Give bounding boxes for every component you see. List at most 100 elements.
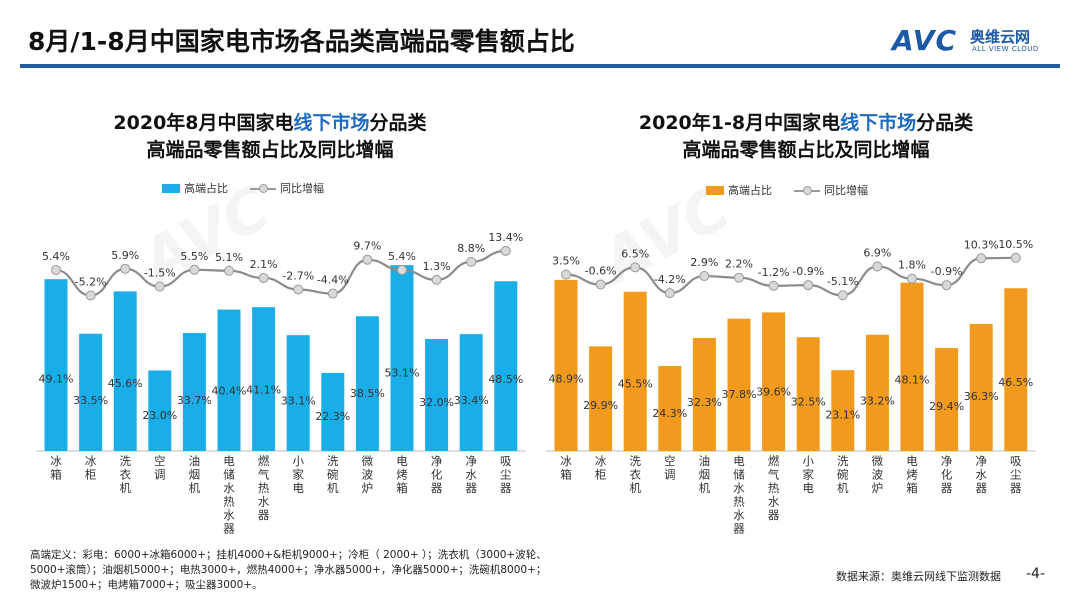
growth-point xyxy=(664,288,675,299)
growth-label: 5.4% xyxy=(388,250,416,263)
bar-value-label: 32.0% xyxy=(419,396,454,409)
growth-point xyxy=(734,272,744,283)
chart-title-highlight: 线下市场 xyxy=(840,112,917,134)
chart-subtitle: 高端品零售额占比及同比增幅 xyxy=(146,139,394,161)
category-label: 冰柜 xyxy=(595,454,607,482)
bar xyxy=(355,316,379,451)
chart-title-prefix: 2020年8月中国家电 xyxy=(113,112,294,134)
bar-value-label: 33.5% xyxy=(73,394,108,407)
growth-point xyxy=(907,273,917,284)
legend-line-label: 同比增幅 xyxy=(280,182,324,195)
bar xyxy=(658,365,682,451)
growth-label: 2.9% xyxy=(690,256,718,269)
growth-label: 8.8% xyxy=(457,242,485,255)
bar-value-label: 33.4% xyxy=(454,394,489,407)
category-label: 电烤箱 xyxy=(906,454,918,495)
growth-label: -0.6% xyxy=(585,264,617,277)
chart-title-suffix: 分品类 xyxy=(916,112,974,134)
avc-logo: AVC 奥维云网 ALL VIEW CLOUD xyxy=(892,24,1062,58)
bar-value-label: 53.1% xyxy=(385,367,420,380)
bar-value-label: 23.0% xyxy=(142,409,177,422)
chart-august: 5.4% -5.2% 5.9% -1.5% 5.5% 5.1% 2.1% -2.7% -4.4%… xyxy=(36,231,526,536)
category-label: 空调 xyxy=(664,454,676,482)
growth-label: -0.9% xyxy=(792,265,824,278)
bar xyxy=(762,312,786,451)
bar-value-label: 33.7% xyxy=(177,394,212,407)
chart-title-august: 2020年8月中国家电线下市场分品类 高端品零售额占比及同比增幅 xyxy=(20,110,520,164)
bar-value-label: 24.3% xyxy=(652,407,687,420)
category-label: 电储水热水器 xyxy=(223,454,235,536)
bar-value-label: 49.1% xyxy=(39,372,74,385)
growth-label: 13.4% xyxy=(488,231,523,244)
bar-value-label: 40.4% xyxy=(212,384,247,397)
growth-point xyxy=(872,261,883,272)
bar-value-label: 45.6% xyxy=(108,377,143,390)
bar xyxy=(252,307,276,451)
bar xyxy=(286,335,310,451)
category-label: 电烤箱 xyxy=(396,454,408,495)
bar xyxy=(217,309,241,451)
category-label: 燃气热水器 xyxy=(768,454,780,522)
category-label: 冰柜 xyxy=(85,454,97,482)
bar xyxy=(79,333,103,451)
legend-line-swatch xyxy=(794,185,820,195)
bar-value-label: 33.2% xyxy=(860,395,895,408)
bar xyxy=(935,348,959,451)
bar xyxy=(831,370,855,451)
bar-value-label: 32.5% xyxy=(791,396,826,409)
bar xyxy=(900,282,924,451)
category-label: 净水器 xyxy=(975,454,987,495)
bar xyxy=(390,265,414,451)
logo-chinese-name: 奥维云网 xyxy=(970,28,1031,46)
bar xyxy=(44,279,68,451)
category-label: 微波炉 xyxy=(362,454,374,495)
bar xyxy=(865,334,889,451)
chart-title-highlight: 线下市场 xyxy=(293,112,370,134)
bar xyxy=(796,337,820,451)
category-label: 净水器 xyxy=(465,454,477,495)
high-end-definition-note: 高端定义：彩电：6000+冰箱6000+；挂机4000+&柜机9000+；冷柜（… xyxy=(30,549,547,591)
category-label: 净化器 xyxy=(431,454,443,495)
growth-point xyxy=(362,254,373,265)
growth-label: -5.1% xyxy=(827,275,859,288)
category-label: 空调 xyxy=(154,454,166,482)
page-title: 8月/1-8月中国家电市场各品类高端品零售额占比 xyxy=(28,27,575,56)
title-divider xyxy=(20,64,1060,68)
chart-title-prefix: 2020年1-8月中国家电 xyxy=(638,112,841,134)
chart-jan-aug: 3.5%-0.6%6.5%-4.2%2.9% 2.2%-1.2% -0.9%-5.1… xyxy=(546,238,1036,536)
legend-bar-label: 高端占比 xyxy=(728,184,772,197)
growth-point xyxy=(51,265,61,276)
category-label: 净化器 xyxy=(941,454,953,495)
bar-value-label: 41.1% xyxy=(246,383,281,396)
growth-point xyxy=(189,264,200,275)
bar-value-label: 23.1% xyxy=(825,409,860,422)
bar xyxy=(727,318,751,451)
growth-label: 2.2% xyxy=(725,258,753,271)
category-label: 洗衣机 xyxy=(629,454,641,495)
bar-value-label: 29.9% xyxy=(583,399,618,412)
chart-legend-august: 高端占比 同比增幅 xyxy=(162,180,324,196)
category-label: 吸尘器 xyxy=(1010,454,1022,495)
bar xyxy=(589,346,613,451)
legend-line-swatch xyxy=(250,183,276,193)
growth-point xyxy=(1010,252,1021,263)
growth-label: 6.9% xyxy=(863,246,891,259)
bar xyxy=(148,370,172,451)
category-label: 吸尘器 xyxy=(500,454,512,495)
legend-line-label: 同比增幅 xyxy=(824,184,868,197)
growth-label: -1.5% xyxy=(144,267,176,280)
category-label: 洗衣机 xyxy=(119,454,131,495)
growth-point xyxy=(327,288,338,299)
growth-point xyxy=(803,280,814,291)
data-source: 数据来源：奥维云网线下监测数据 xyxy=(836,570,1001,583)
bar xyxy=(969,323,993,451)
legend-bar-label: 高端占比 xyxy=(184,182,228,195)
category-label: 电储水热水器 xyxy=(733,454,745,536)
growth-label: 5.1% xyxy=(215,251,243,264)
bar xyxy=(692,337,716,451)
growth-label: 5.9% xyxy=(111,249,139,262)
bar xyxy=(182,333,206,451)
growth-label: -4.4% xyxy=(317,274,349,287)
bar xyxy=(113,291,137,451)
growth-point xyxy=(154,281,165,292)
